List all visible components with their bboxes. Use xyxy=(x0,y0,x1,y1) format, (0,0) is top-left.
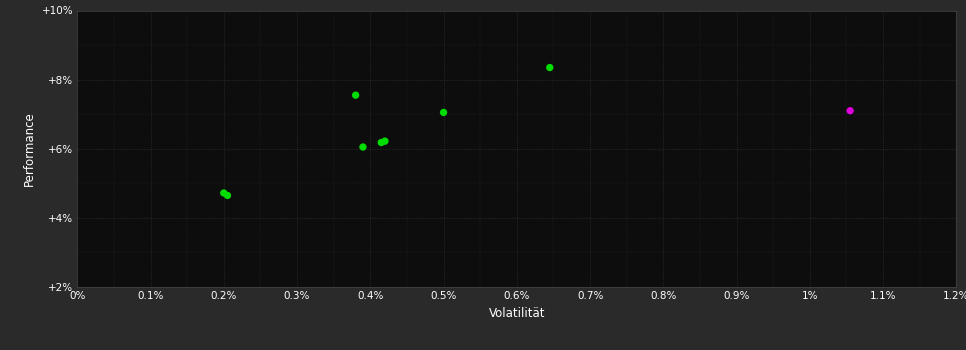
Point xyxy=(542,65,557,70)
Point xyxy=(219,193,235,198)
Point xyxy=(374,140,389,145)
X-axis label: Volatilität: Volatilität xyxy=(489,307,545,320)
Y-axis label: Performance: Performance xyxy=(23,111,36,186)
Point xyxy=(348,92,363,98)
Point xyxy=(378,138,393,144)
Point xyxy=(355,144,371,150)
Point xyxy=(436,110,451,115)
Point xyxy=(842,108,858,113)
Point xyxy=(216,190,232,196)
